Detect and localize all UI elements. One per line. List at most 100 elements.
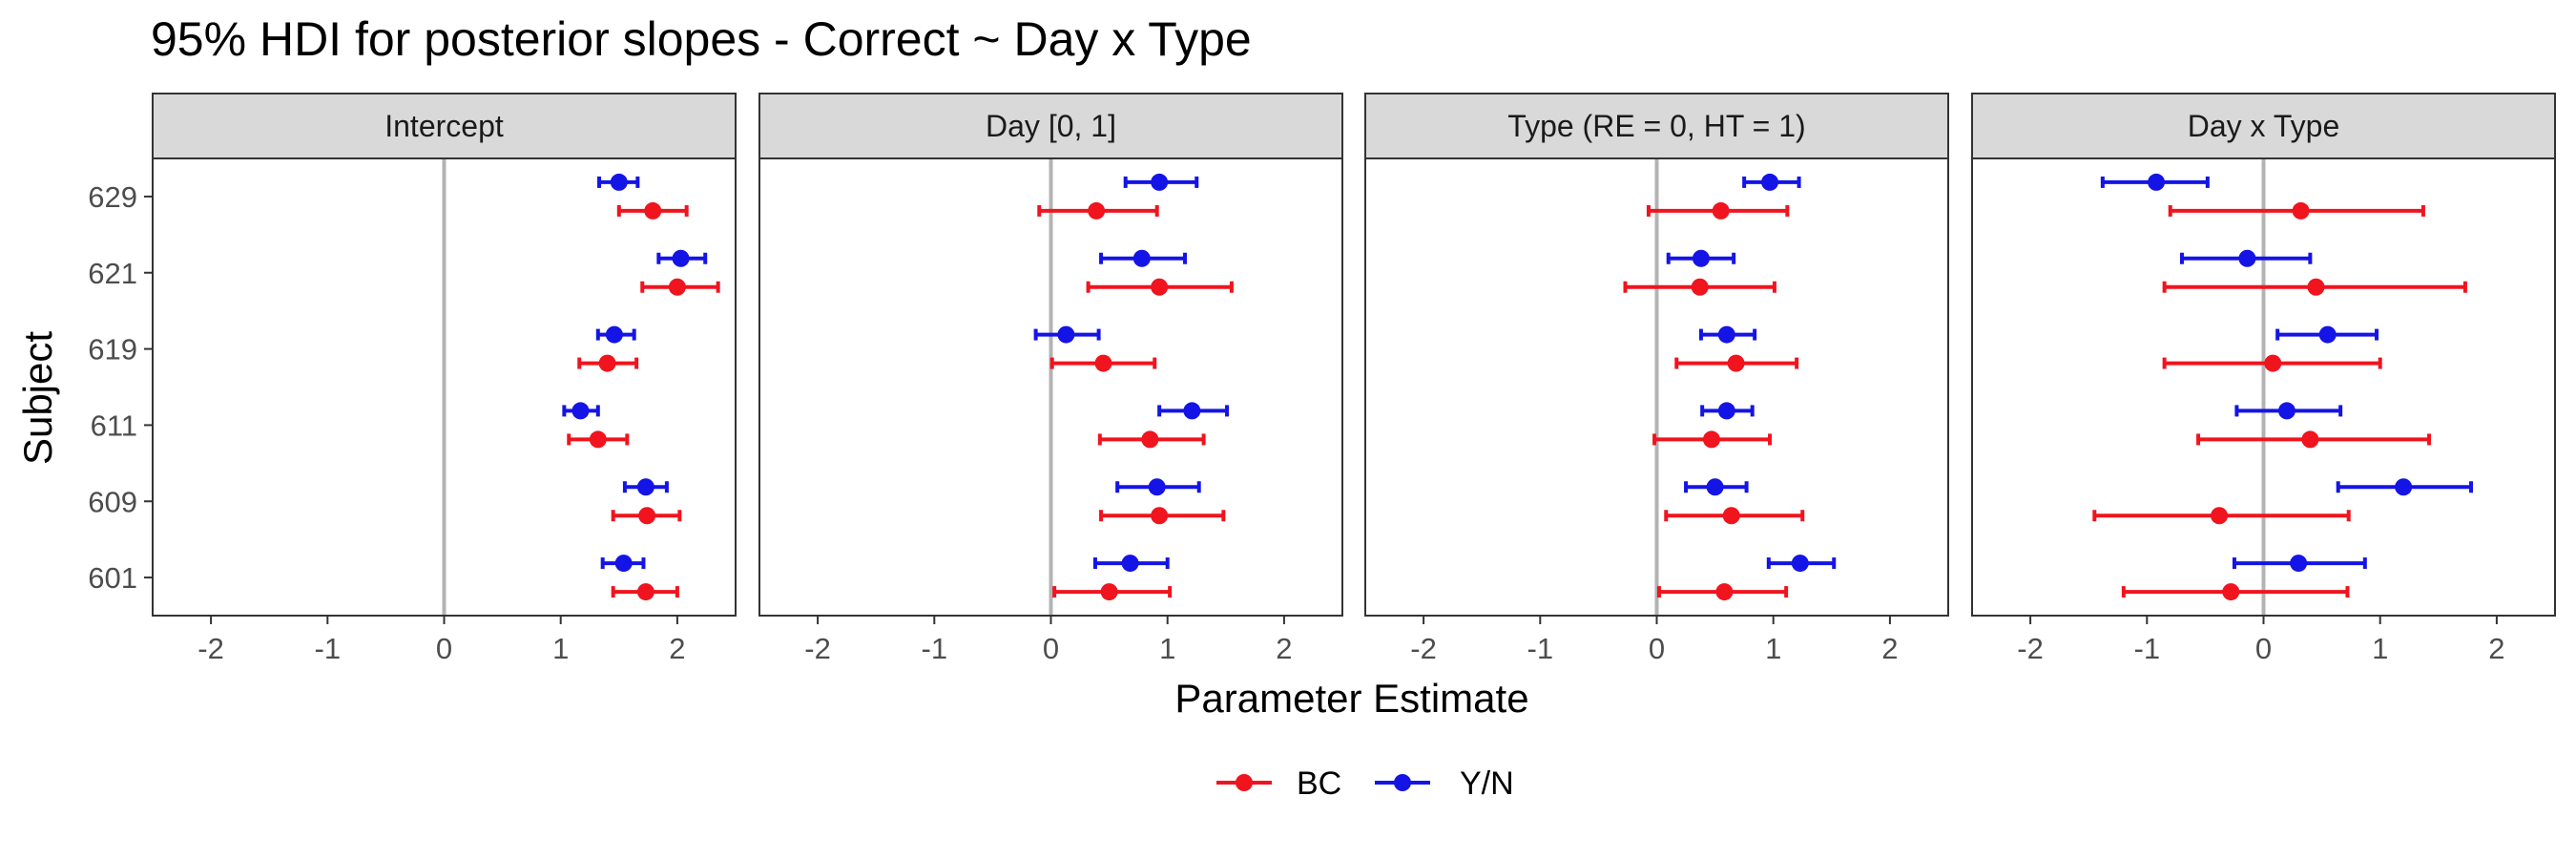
point-range bbox=[1049, 354, 1157, 372]
data-point bbox=[1791, 555, 1809, 573]
point-range bbox=[2232, 555, 2367, 573]
point-range bbox=[1684, 478, 1749, 496]
point-range bbox=[1700, 402, 1755, 420]
x-tick-label: -1 bbox=[2134, 632, 2161, 665]
point-range bbox=[1656, 583, 1789, 601]
point-range bbox=[1123, 173, 1199, 191]
legend-key-point bbox=[1394, 774, 1411, 791]
data-point bbox=[638, 507, 656, 525]
point-range bbox=[2092, 507, 2351, 525]
data-point bbox=[1761, 173, 1779, 191]
data-point bbox=[644, 201, 662, 220]
y-axis-title: Subject bbox=[15, 331, 60, 465]
point-range bbox=[1664, 507, 1805, 525]
data-point bbox=[1712, 201, 1730, 220]
point-range bbox=[611, 583, 679, 601]
x-tick-label: 0 bbox=[436, 632, 452, 665]
point-range bbox=[1652, 430, 1773, 449]
point-range bbox=[1037, 201, 1159, 220]
point-range bbox=[595, 325, 636, 344]
point-range bbox=[1099, 249, 1188, 267]
facet-strip-label: Intercept bbox=[384, 109, 504, 143]
data-point bbox=[636, 583, 654, 601]
point-range bbox=[1086, 278, 1234, 296]
point-range bbox=[1698, 325, 1757, 344]
x-tick-label: 0 bbox=[1649, 632, 1665, 665]
facet-panel: Type (RE = 0, HT = 1) -2 -1 0 1 2 bbox=[1364, 93, 1949, 665]
point-range bbox=[2162, 278, 2467, 296]
data-point bbox=[571, 402, 590, 420]
point-range bbox=[1092, 555, 1170, 573]
facet-strip bbox=[152, 93, 737, 159]
point-range bbox=[622, 478, 669, 496]
data-point bbox=[1717, 325, 1735, 344]
point-range bbox=[2168, 201, 2425, 220]
x-tick-label: 1 bbox=[2372, 632, 2388, 665]
data-point bbox=[2395, 478, 2413, 496]
x-tick-label: 2 bbox=[2488, 632, 2504, 665]
point-range bbox=[562, 402, 600, 420]
data-point bbox=[2277, 402, 2296, 420]
facet-strip bbox=[1971, 93, 2556, 159]
point-range bbox=[1766, 555, 1837, 573]
point-range bbox=[597, 173, 640, 191]
point-range bbox=[1033, 325, 1101, 344]
point-range bbox=[2336, 478, 2474, 496]
y-tick-label: 621 bbox=[88, 257, 137, 290]
data-point bbox=[1706, 478, 1724, 496]
point-range bbox=[1099, 507, 1226, 525]
data-point bbox=[598, 354, 616, 372]
data-point bbox=[672, 249, 690, 267]
point-range bbox=[2234, 402, 2343, 420]
point-range bbox=[600, 555, 646, 573]
data-point bbox=[1702, 430, 1720, 449]
point-range bbox=[2162, 354, 2382, 372]
point-range bbox=[1646, 201, 1790, 220]
data-point bbox=[1148, 478, 1166, 496]
data-point bbox=[589, 430, 607, 449]
data-point bbox=[1100, 583, 1118, 601]
data-point bbox=[610, 173, 628, 191]
data-point bbox=[614, 555, 633, 573]
x-tick-label: 1 bbox=[1765, 632, 1781, 665]
facet-panels: Intercept -2 -1 0 1 2 601 609 611 619 621 629 Day [0… bbox=[88, 93, 2556, 665]
data-point bbox=[2290, 555, 2308, 573]
y-tick-label: 611 bbox=[91, 409, 137, 442]
point-range bbox=[656, 249, 708, 267]
facet-strip-label: Type (RE = 0, HT = 1) bbox=[1507, 109, 1805, 143]
data-point bbox=[1132, 249, 1151, 267]
data-point bbox=[1722, 507, 1740, 525]
data-point bbox=[1691, 278, 1709, 296]
point-range bbox=[1097, 430, 1206, 449]
point-range bbox=[2121, 583, 2350, 601]
x-tick-label: 0 bbox=[2255, 632, 2272, 665]
data-point bbox=[1057, 325, 1075, 344]
data-point bbox=[1094, 354, 1112, 372]
data-point bbox=[2238, 249, 2256, 267]
data-point bbox=[605, 325, 623, 344]
data-point bbox=[1141, 430, 1159, 449]
data-point bbox=[1692, 249, 1710, 267]
x-tick-label: -2 bbox=[2017, 632, 2044, 665]
point-range bbox=[2100, 173, 2210, 191]
point-range bbox=[611, 507, 682, 525]
facet-strip bbox=[758, 93, 1343, 159]
legend-label: Y/N bbox=[1460, 765, 1514, 802]
x-tick-label: 1 bbox=[552, 632, 569, 665]
data-point bbox=[2222, 583, 2240, 601]
x-tick-label: -2 bbox=[804, 632, 831, 665]
point-range bbox=[2196, 430, 2432, 449]
data-point bbox=[1717, 402, 1735, 420]
point-range bbox=[1115, 478, 1201, 496]
y-tick-label: 629 bbox=[88, 180, 137, 214]
facet-panel: Day [0, 1] -2 -1 0 1 2 bbox=[758, 93, 1343, 665]
data-point bbox=[1727, 354, 1745, 372]
x-tick-label: -1 bbox=[1527, 632, 1554, 665]
legend-item: BC bbox=[1216, 765, 1341, 802]
legend-label: BC bbox=[1297, 765, 1341, 802]
data-point bbox=[1151, 278, 1169, 296]
x-tick-label: 2 bbox=[1276, 632, 1292, 665]
point-range bbox=[1052, 583, 1173, 601]
point-range bbox=[577, 354, 639, 372]
